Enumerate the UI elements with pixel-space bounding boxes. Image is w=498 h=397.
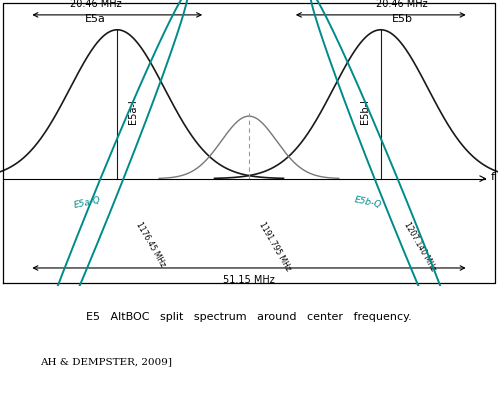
Text: f: f xyxy=(491,172,495,182)
Text: E5a: E5a xyxy=(85,14,106,24)
Text: 20.46 MHz: 20.46 MHz xyxy=(376,0,428,9)
Text: 1191.795 MHz: 1191.795 MHz xyxy=(257,220,293,272)
Text: 20.46 MHz: 20.46 MHz xyxy=(70,0,122,9)
Text: AH & DEMPSTER, 2009]: AH & DEMPSTER, 2009] xyxy=(40,357,172,366)
Text: 1176.45 MHz: 1176.45 MHz xyxy=(134,220,167,268)
Text: E5b: E5b xyxy=(392,14,413,24)
Text: E5a-Q: E5a-Q xyxy=(73,195,102,210)
Text: E5b-Q: E5b-Q xyxy=(354,195,382,210)
Text: E5b-I: E5b-I xyxy=(360,99,371,124)
Text: 1207.140 MHz: 1207.140 MHz xyxy=(402,220,438,272)
Text: 51.15 MHz: 51.15 MHz xyxy=(223,276,275,285)
Text: E5a-I: E5a-I xyxy=(127,99,138,124)
Text: E5   AltBOC   split   spectrum   around   center   frequency.: E5 AltBOC split spectrum around center f… xyxy=(86,312,412,322)
